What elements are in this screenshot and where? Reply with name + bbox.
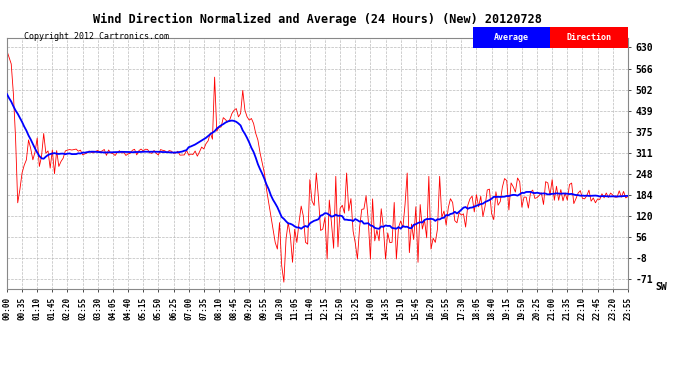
Text: Copyright 2012 Cartronics.com: Copyright 2012 Cartronics.com <box>24 32 169 41</box>
Title: Wind Direction Normalized and Average (24 Hours) (New) 20120728: Wind Direction Normalized and Average (2… <box>93 13 542 26</box>
Text: SW: SW <box>656 282 668 292</box>
